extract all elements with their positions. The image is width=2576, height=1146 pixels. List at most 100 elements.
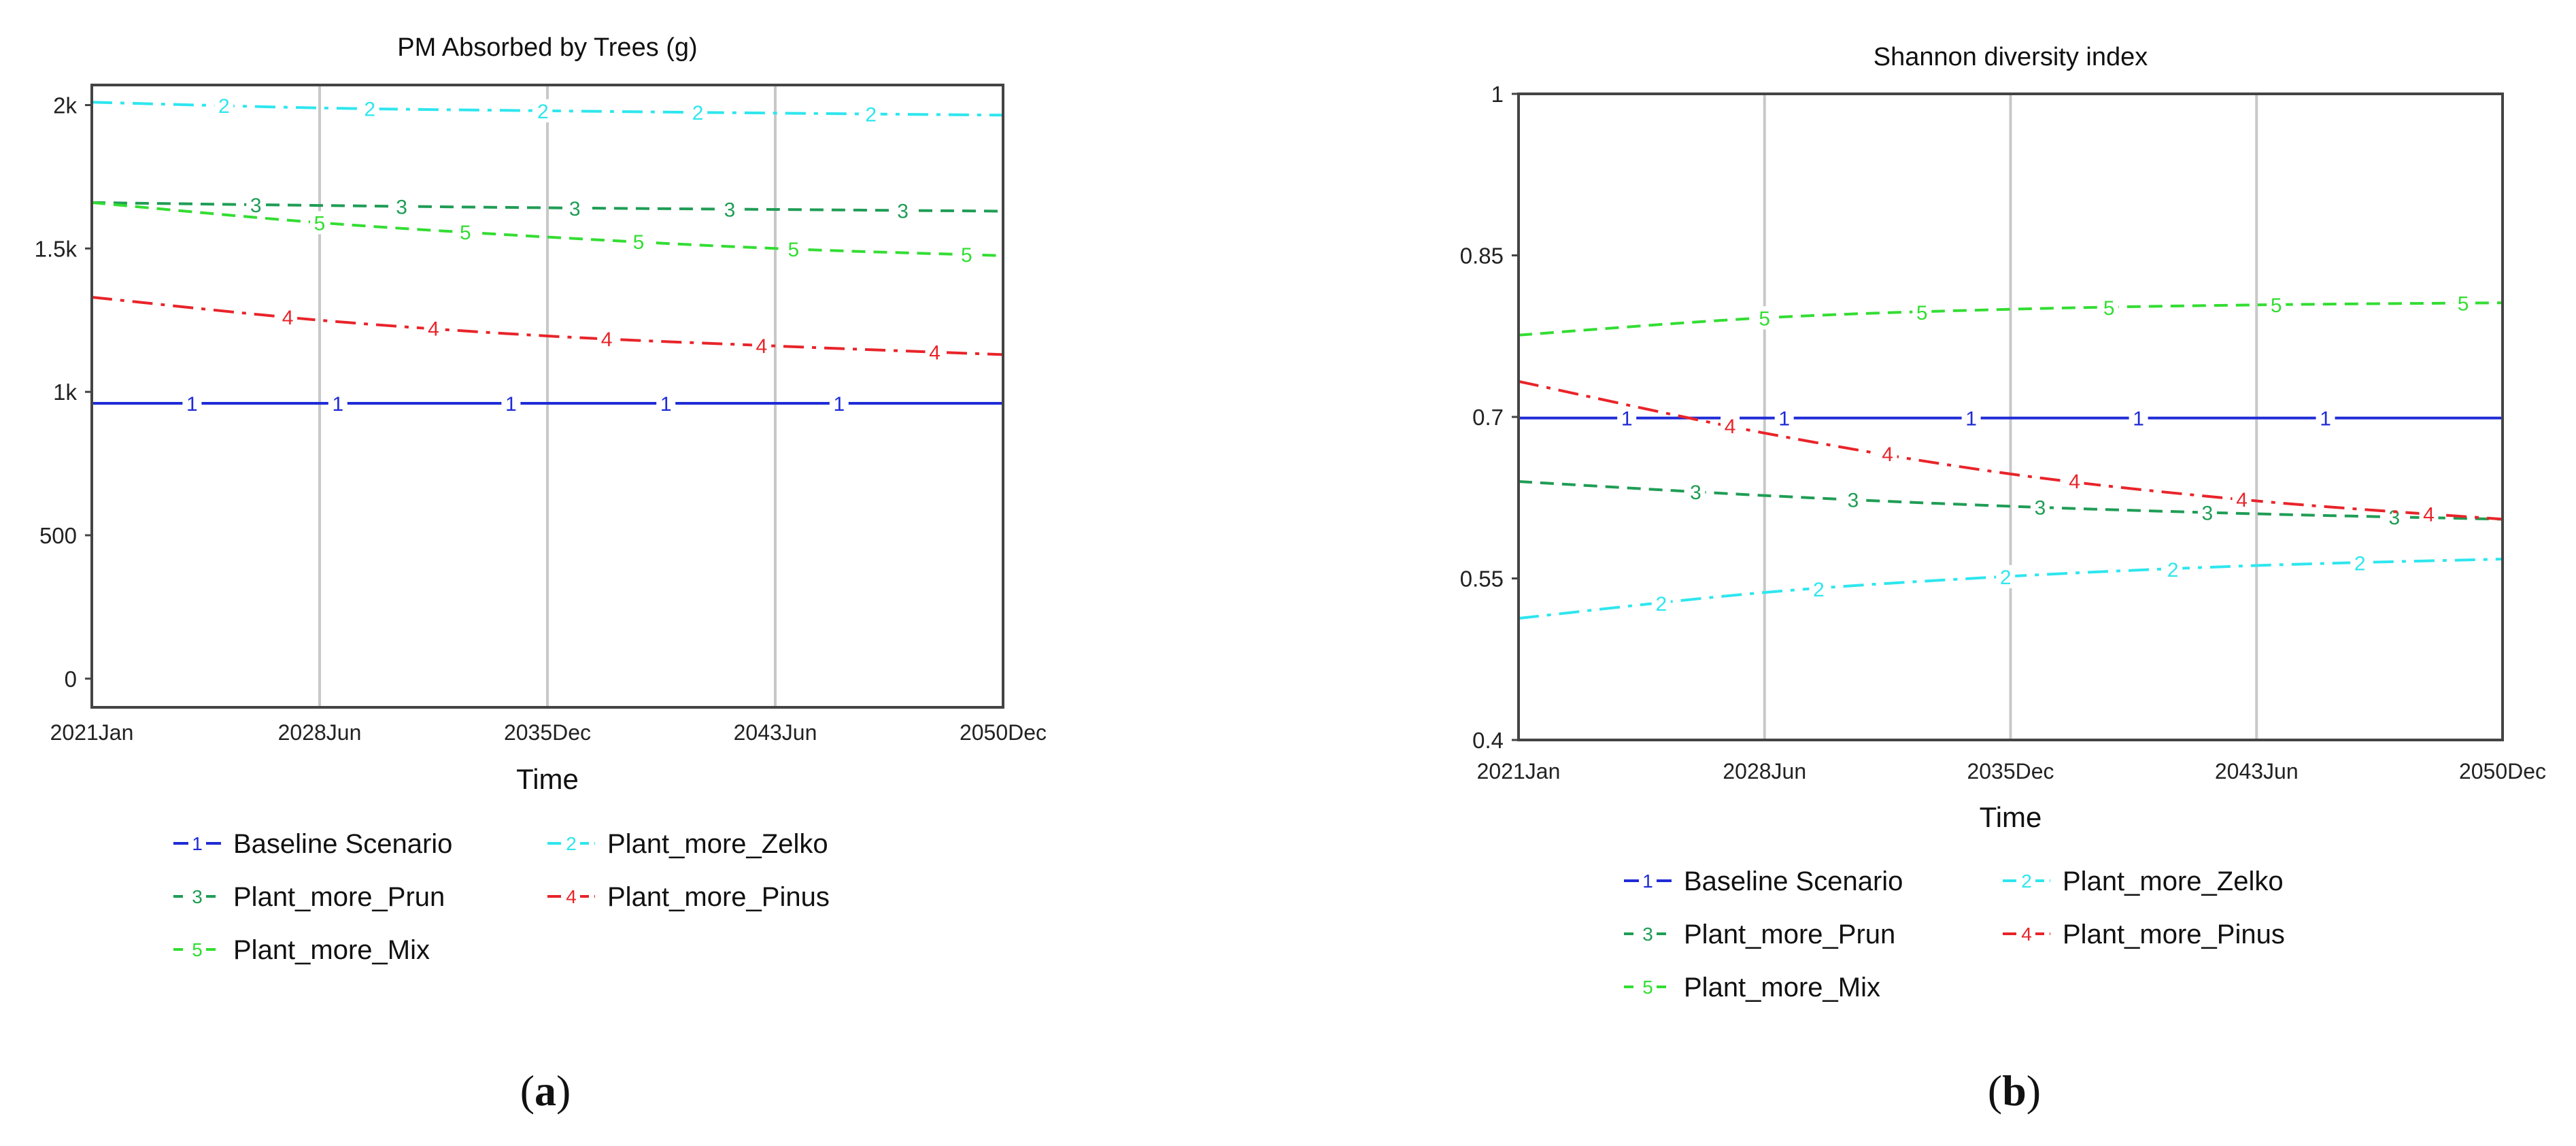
x-tick-label: 2028Jun (1723, 759, 1806, 783)
series-marker-plant-more-mix: 5 (1916, 302, 1928, 324)
legend-item-plant-more-mix: 5 Plant_more_Mix (173, 935, 430, 965)
legend-marker-bg (1639, 976, 1657, 998)
series-line-plant-more-prun (1518, 480, 2503, 521)
legend-marker: 1 (192, 833, 203, 854)
legend-marker-bg (562, 886, 580, 907)
series-marker-plant-more-prun: 3 (396, 196, 407, 218)
series-marker-plant-more-pinus: 4 (1882, 443, 1893, 466)
legend-label: Plant_more_Mix (233, 935, 430, 965)
series-marker-baseline-scenario: 1 (1621, 408, 1633, 431)
y-tick-label: 1.5k (35, 236, 78, 261)
series-marker-plant-more-mix: 5 (1759, 307, 1770, 330)
series-marker-plant-more-zelko: 2 (537, 101, 549, 123)
series-marker-plant-more-zelko: 2 (364, 99, 375, 121)
chart-title: PM Absorbed by Trees (g) (397, 33, 697, 62)
series-marker-bg (629, 230, 648, 254)
series-marker-bg (565, 196, 585, 220)
series-marker-bg (861, 102, 881, 126)
plot-frame (90, 84, 1004, 709)
x-tick-label: 2050Dec (960, 720, 1047, 745)
series-marker-bg (1809, 577, 1829, 601)
series-line-plant-more-pinus (1518, 380, 2503, 521)
legend-marker: 5 (1642, 977, 1653, 998)
series-marker-baseline-scenario: 1 (660, 393, 672, 416)
legend-marker-bg (188, 832, 206, 854)
series-marker-plant-more-zelko: 2 (2000, 567, 2012, 589)
series-marker-bg (2419, 502, 2439, 526)
y-tick-label: 0 (65, 667, 77, 692)
series-marker-plant-more-pinus: 4 (2423, 503, 2435, 526)
legend-marker-bg (188, 939, 206, 960)
series-marker-plant-more-prun: 3 (1848, 489, 1859, 511)
series-marker-bg (1774, 406, 1794, 430)
series-marker-baseline-scenario: 1 (2133, 408, 2144, 431)
legend-marker: 4 (566, 886, 577, 907)
legend-label: Plant_more_Mix (1684, 973, 1880, 1002)
caption-open: ( (520, 1066, 535, 1115)
series-marker-bg (1686, 479, 1706, 503)
series-marker-plant-more-pinus: 4 (2069, 471, 2080, 493)
series-marker-bg (1755, 306, 1774, 330)
y-tick-label: 1k (53, 380, 77, 405)
series-marker-plant-more-zelko: 2 (2167, 559, 2179, 582)
series-marker-bg (1961, 406, 1981, 430)
legend-marker: 1 (1642, 871, 1653, 892)
series-marker-plant-more-mix: 5 (787, 239, 799, 261)
series-marker-bg (829, 392, 849, 416)
series-marker-plant-more-zelko: 2 (1813, 579, 1825, 601)
y-tick-label: 1 (1491, 82, 1504, 107)
series-marker-bg (2454, 291, 2473, 315)
series-marker-bg (925, 340, 945, 364)
caption-open: ( (1988, 1066, 2002, 1115)
series-marker-plant-more-pinus: 4 (601, 328, 613, 351)
series-marker-plant-more-pinus: 4 (1725, 416, 1736, 438)
legend-item-plant-more-zelko: 2 Plant_more_Zelko (2003, 866, 2284, 896)
series-marker-bg (688, 101, 708, 124)
series-marker-bg (2129, 406, 2148, 430)
series-marker-plant-more-zelko: 2 (865, 104, 877, 127)
y-tick-label: 2k (53, 93, 77, 118)
y-tick-label: 500 (39, 523, 77, 548)
series-marker-plant-more-mix: 5 (633, 231, 645, 254)
series-marker-plant-more-zelko: 2 (692, 102, 704, 124)
series-marker-plant-more-mix: 5 (314, 212, 326, 235)
legend-item-plant-more-prun: 3 Plant_more_Prun (173, 882, 445, 912)
legend-label: Plant_more_Prun (233, 882, 445, 912)
series-marker-plant-more-prun: 3 (1690, 482, 1701, 504)
caption-close: ) (2027, 1066, 2041, 1115)
series-marker-bg (2232, 488, 2252, 511)
legend-label: Plant_more_Prun (1684, 920, 1895, 949)
x-tick-label: 2021Jan (1477, 759, 1561, 783)
series-marker-plant-more-prun: 3 (250, 195, 262, 217)
series-marker-bg (1912, 301, 1932, 324)
series-marker-bg (360, 97, 379, 120)
legend-marker-bg (2018, 923, 2035, 945)
legend: 1 Baseline Scenario 2 Plant_more_Zelko 3 Plan… (173, 829, 830, 965)
series-line-plant-more-mix (91, 201, 1004, 257)
legend-marker: 5 (192, 939, 203, 960)
x-tick-label: 2028Jun (278, 720, 362, 745)
series-marker-baseline-scenario: 1 (332, 393, 343, 416)
series-marker-plant-more-prun: 3 (2035, 497, 2046, 520)
y-tick-label: 0.7 (1472, 405, 1504, 430)
legend-item-baseline-scenario: 1 Baseline Scenario (1624, 866, 1903, 896)
series-marker-bg (328, 392, 348, 416)
series-marker-plant-more-zelko: 2 (218, 95, 230, 118)
series-marker-plant-more-mix: 5 (961, 244, 972, 267)
series-marker-bg (424, 316, 443, 340)
series-marker-bg (893, 199, 913, 222)
legend-label: Plant_more_Pinus (2063, 920, 2285, 949)
legend-marker-bg (188, 886, 206, 907)
series-marker-plant-more-mix: 5 (460, 222, 471, 244)
legend-marker: 4 (2021, 924, 2032, 945)
series-marker-plant-more-pinus: 4 (428, 318, 439, 340)
series-marker-plant-more-pinus: 4 (756, 335, 768, 358)
panel-caption: (b) (1988, 1066, 2041, 1115)
series-marker-bg (310, 211, 329, 235)
series-marker-bg (1721, 414, 1740, 438)
caption-close: ) (556, 1066, 571, 1115)
series-marker-baseline-scenario: 1 (186, 393, 198, 416)
series-marker-bg (392, 195, 411, 218)
series-marker-bg (2163, 557, 2183, 581)
series-marker-bg (720, 197, 739, 221)
